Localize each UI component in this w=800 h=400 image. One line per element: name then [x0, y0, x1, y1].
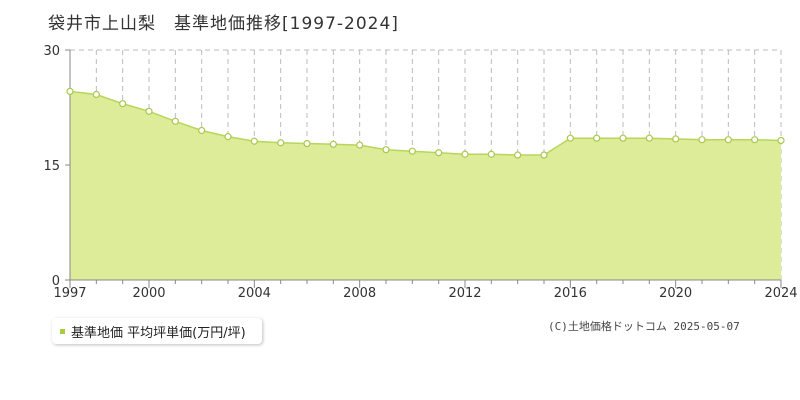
x-tick-label: 1997: [53, 286, 86, 301]
data-point: [435, 149, 443, 157]
x-tick-label: 2008: [343, 286, 376, 301]
tick-labels: 0 15 30 1997 2000 2004 2008 2012 2016 2020 2024: [43, 44, 797, 301]
legend-marker: [60, 328, 65, 334]
series-line: [69, 90, 782, 156]
data-point: [593, 134, 601, 142]
data-point: [277, 139, 285, 147]
data-point: [303, 139, 311, 148]
data-markers: [66, 87, 785, 159]
data-point: [224, 133, 232, 141]
x-tick-label: 2016: [554, 286, 587, 301]
legend-label: 基準地価 平均坪単価(万円/坪): [71, 325, 246, 341]
y-tick-label: 15: [43, 159, 60, 174]
data-point: [92, 90, 100, 99]
data-point: [329, 140, 337, 148]
data-point: [487, 150, 495, 158]
x-tick-label: 2024: [764, 286, 797, 301]
x-tick-label: 2004: [238, 286, 271, 301]
data-point: [250, 137, 258, 145]
data-point: [540, 151, 548, 159]
y-tick-label: 30: [43, 44, 60, 59]
data-point: [382, 146, 390, 154]
x-tick-label: 2020: [659, 286, 692, 301]
data-point: [514, 151, 522, 159]
data-point: [672, 135, 680, 143]
data-point: [461, 150, 469, 158]
x-tick-label: 2012: [448, 286, 481, 301]
data-point: [645, 134, 653, 142]
data-point: [751, 136, 759, 144]
x-tick-label: 2000: [132, 286, 165, 301]
data-point: [619, 134, 627, 142]
data-point: [171, 117, 179, 125]
data-point: [777, 136, 785, 145]
data-point: [119, 100, 127, 108]
data-point: [566, 134, 574, 142]
data-point: [198, 126, 206, 135]
data-point: [356, 141, 364, 149]
data-point: [408, 147, 416, 155]
data-point: [698, 136, 706, 144]
chart-title: 袋井市上山梨 基準地価推移[1997-2024]: [48, 14, 399, 34]
copyright-text: (C)土地価格ドットコム 2025-05-07: [548, 320, 740, 333]
y-tick-label: 0: [52, 274, 60, 289]
data-point: [66, 87, 74, 96]
data-point: [724, 136, 732, 144]
data-point: [145, 107, 153, 115]
legend: 基準地価 平均坪単価(万円/坪): [52, 318, 262, 344]
